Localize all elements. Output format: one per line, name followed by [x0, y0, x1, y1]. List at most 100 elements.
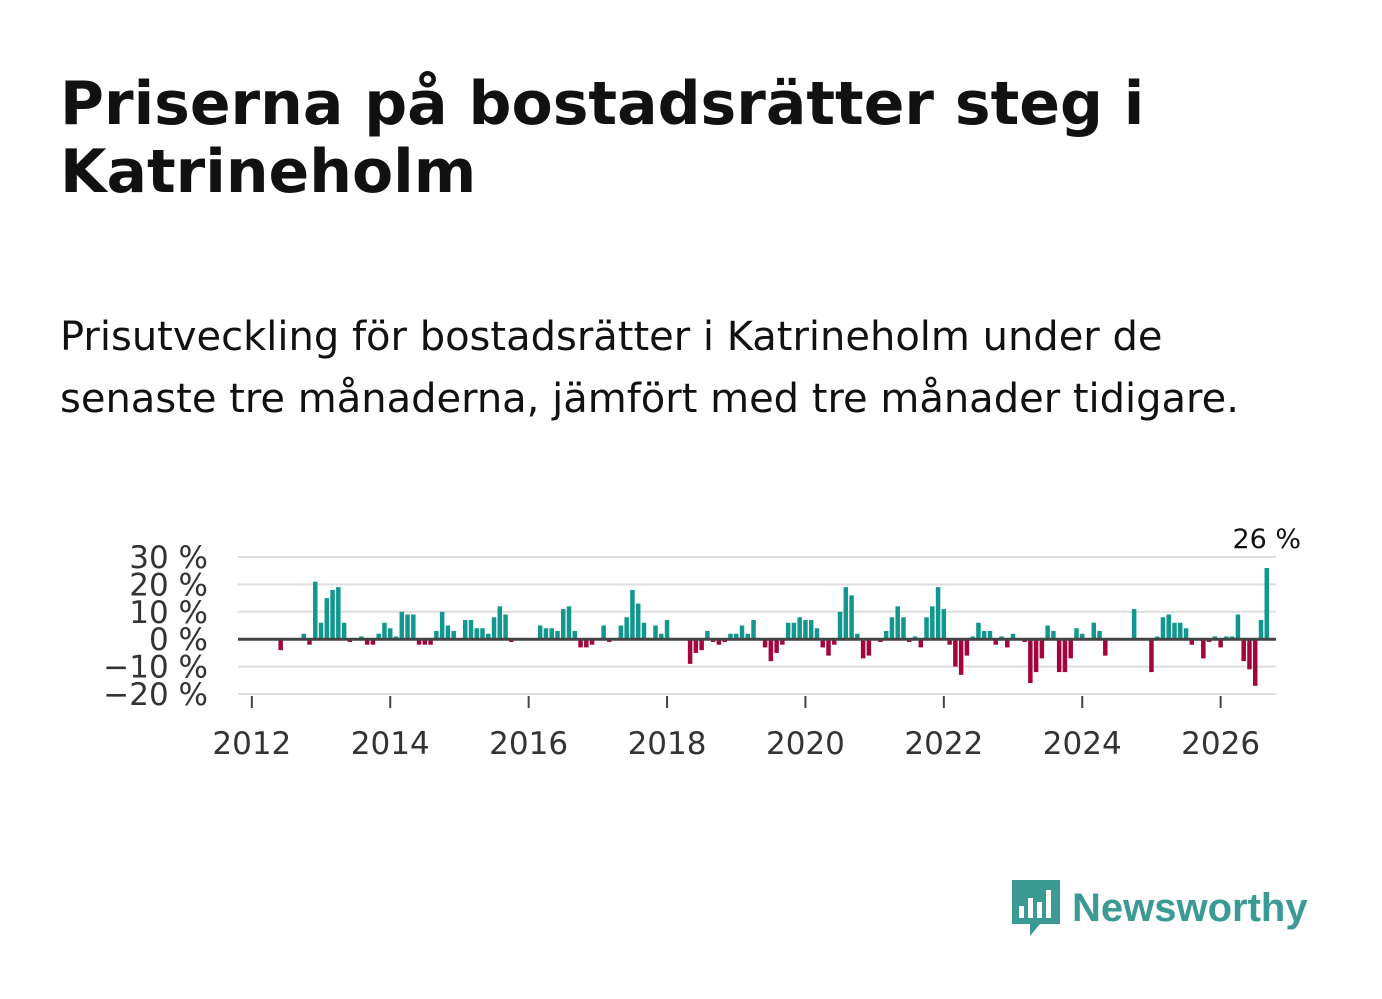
bar: [1252, 639, 1258, 686]
y-tick-label: 20 %: [129, 567, 208, 603]
bar: [630, 589, 635, 640]
bar: [924, 617, 929, 640]
bar: [705, 630, 710, 640]
bar: [849, 595, 854, 640]
x-tick-label: 2012: [212, 726, 291, 762]
bar: [491, 617, 497, 640]
bar: [1172, 622, 1177, 640]
bar: [318, 622, 324, 640]
bar: [659, 633, 664, 640]
bar: [618, 625, 624, 640]
bar: [803, 620, 808, 640]
bar: [1103, 639, 1108, 656]
bar: [930, 606, 935, 640]
bar: [560, 609, 566, 640]
bar: [981, 630, 987, 640]
bar: [1247, 639, 1252, 670]
bar: [324, 598, 330, 640]
bar: [1131, 609, 1137, 640]
bar: [503, 614, 508, 640]
bar: [1166, 614, 1171, 640]
bar: [1005, 639, 1010, 648]
bar: [1091, 622, 1097, 640]
bar: [341, 622, 347, 640]
y-tick-label: 30 %: [129, 540, 208, 576]
bar: [1033, 639, 1039, 673]
bar: [635, 603, 641, 640]
bar: [376, 633, 381, 640]
bar: [364, 639, 370, 645]
bar: [953, 639, 958, 667]
x-tick-label: 2020: [766, 726, 845, 762]
bar: [451, 630, 456, 640]
bar: [1039, 639, 1045, 659]
bar: [1218, 639, 1223, 648]
bar: [814, 628, 820, 640]
x-tick-label: 2026: [1181, 726, 1260, 762]
bar: [751, 620, 756, 640]
bar: [1264, 567, 1270, 640]
bar: [641, 622, 647, 640]
bar: [486, 633, 491, 640]
bar: [1010, 633, 1016, 640]
bar: [370, 639, 376, 645]
x-tick-label: 2022: [904, 726, 983, 762]
bar: [1056, 639, 1062, 673]
chart-title: Priserna på bostadsrätter steg i Katrine…: [60, 69, 1145, 207]
bar: [895, 606, 900, 640]
bar: [474, 628, 479, 640]
newsworthy-logo-icon: [1012, 880, 1060, 936]
bar: [855, 633, 860, 640]
bar: [1189, 639, 1195, 645]
bar: [866, 639, 872, 656]
bar: [584, 639, 589, 648]
brand-name: Newsworthy: [1072, 885, 1308, 930]
bar: [774, 639, 779, 653]
bar: [1160, 617, 1166, 640]
bar: [860, 639, 866, 659]
bar: [1241, 639, 1246, 662]
bar: [1183, 628, 1189, 640]
bar: [566, 606, 572, 640]
bar: [480, 628, 485, 640]
bar: [445, 625, 451, 640]
bar: [301, 633, 306, 640]
bar: [918, 639, 924, 648]
bar: [837, 611, 843, 640]
bar: [387, 628, 393, 640]
last-value-label: 26 %: [1232, 524, 1301, 555]
bar: [399, 611, 405, 640]
bar: [883, 630, 889, 640]
bar: [1045, 625, 1050, 640]
newsworthy-logo: Newsworthy: [1010, 878, 1308, 938]
bar: [428, 639, 433, 645]
bar: [405, 614, 410, 640]
bar: [808, 620, 814, 640]
bar: [797, 617, 802, 640]
bar: [947, 639, 952, 645]
x-tick-label: 2014: [351, 726, 430, 762]
gridlines: [238, 556, 1276, 695]
bar: [439, 611, 445, 640]
bar: [578, 639, 583, 648]
bar: [1201, 639, 1206, 659]
bar: [572, 630, 578, 640]
bar: [1178, 622, 1183, 640]
bar: [1258, 620, 1264, 640]
bar: [555, 630, 560, 640]
bar: [976, 622, 981, 640]
x-tick-label: 2024: [1043, 726, 1122, 762]
bar: [1097, 630, 1102, 640]
bar: [733, 633, 739, 640]
bar: [1235, 614, 1241, 640]
bar: [987, 630, 993, 640]
bar: [624, 617, 629, 640]
bar: [278, 639, 283, 651]
bar: [416, 639, 422, 645]
x-axis: 2012 2014 2016 2018 2020 2022 2024 2026: [212, 696, 1260, 762]
bar: [411, 614, 416, 640]
bar: [739, 625, 745, 640]
x-tick-label: 2016: [489, 726, 568, 762]
bar: [1068, 639, 1073, 659]
